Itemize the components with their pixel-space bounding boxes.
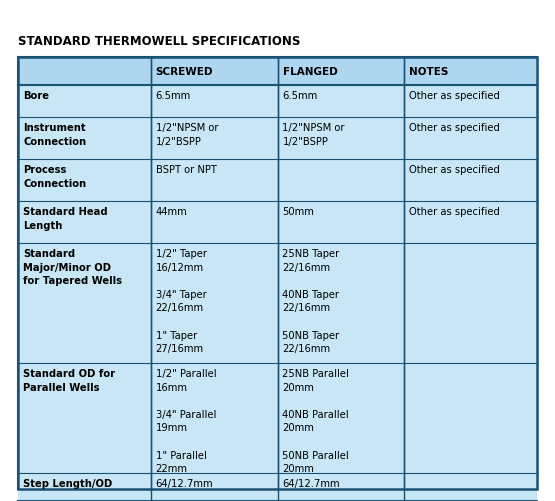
Text: NOTES: NOTES <box>410 67 449 77</box>
Text: BSPT or NPT: BSPT or NPT <box>155 165 216 175</box>
Text: STANDARD THERMOWELL SPECIFICATIONS: STANDARD THERMOWELL SPECIFICATIONS <box>18 35 300 48</box>
Text: 1/2"NPSM or
1/2"BSPP: 1/2"NPSM or 1/2"BSPP <box>155 123 218 146</box>
Text: Other as specified: Other as specified <box>410 165 500 175</box>
Text: 1/2" Taper
16/12mm

3/4" Taper
22/16mm

1" Taper
27/16mm: 1/2" Taper 16/12mm 3/4" Taper 22/16mm 1"… <box>155 248 206 354</box>
Text: 64/12.7mm: 64/12.7mm <box>282 478 340 488</box>
Text: FLANGED: FLANGED <box>282 67 337 77</box>
Bar <box>18 86 537 118</box>
Text: Standard OD for
Parallel Wells: Standard OD for Parallel Wells <box>23 368 115 392</box>
Text: 44mm: 44mm <box>155 206 188 216</box>
Bar <box>18 58 537 489</box>
Bar <box>18 473 537 501</box>
Bar <box>18 58 537 86</box>
Bar <box>18 243 537 363</box>
Text: Standard
Major/Minor OD
for Tapered Wells: Standard Major/Minor OD for Tapered Well… <box>23 248 122 286</box>
Text: Other as specified: Other as specified <box>410 91 500 101</box>
Text: Step Length/OD: Step Length/OD <box>23 478 112 488</box>
Text: Other as specified: Other as specified <box>410 123 500 133</box>
Text: 1/2"NPSM or
1/2"BSPP: 1/2"NPSM or 1/2"BSPP <box>282 123 345 146</box>
Text: Instrument
Connection: Instrument Connection <box>23 123 86 146</box>
Bar <box>18 160 537 201</box>
Bar <box>18 201 537 243</box>
Text: 25NB Parallel
20mm

40NB Parallel
20mm

50NB Parallel
20mm: 25NB Parallel 20mm 40NB Parallel 20mm 50… <box>282 368 350 473</box>
Text: 6.5mm: 6.5mm <box>282 91 318 101</box>
Text: 64/12.7mm: 64/12.7mm <box>155 478 213 488</box>
Bar <box>18 118 537 160</box>
Text: 1/2" Parallel
16mm

3/4" Parallel
19mm

1" Parallel
22mm: 1/2" Parallel 16mm 3/4" Parallel 19mm 1"… <box>155 368 216 473</box>
Text: Standard Head
Length: Standard Head Length <box>23 206 108 230</box>
Bar <box>18 58 537 489</box>
Text: 25NB Taper
22/16mm

40NB Taper
22/16mm

50NB Taper
22/16mm: 25NB Taper 22/16mm 40NB Taper 22/16mm 50… <box>282 248 340 354</box>
Text: 6.5mm: 6.5mm <box>155 91 191 101</box>
Text: SCREWED: SCREWED <box>155 67 213 77</box>
Bar <box>18 363 537 473</box>
Text: 50mm: 50mm <box>282 206 314 216</box>
Text: Bore: Bore <box>23 91 49 101</box>
Text: Other as specified: Other as specified <box>410 206 500 216</box>
Text: Process
Connection: Process Connection <box>23 165 86 188</box>
